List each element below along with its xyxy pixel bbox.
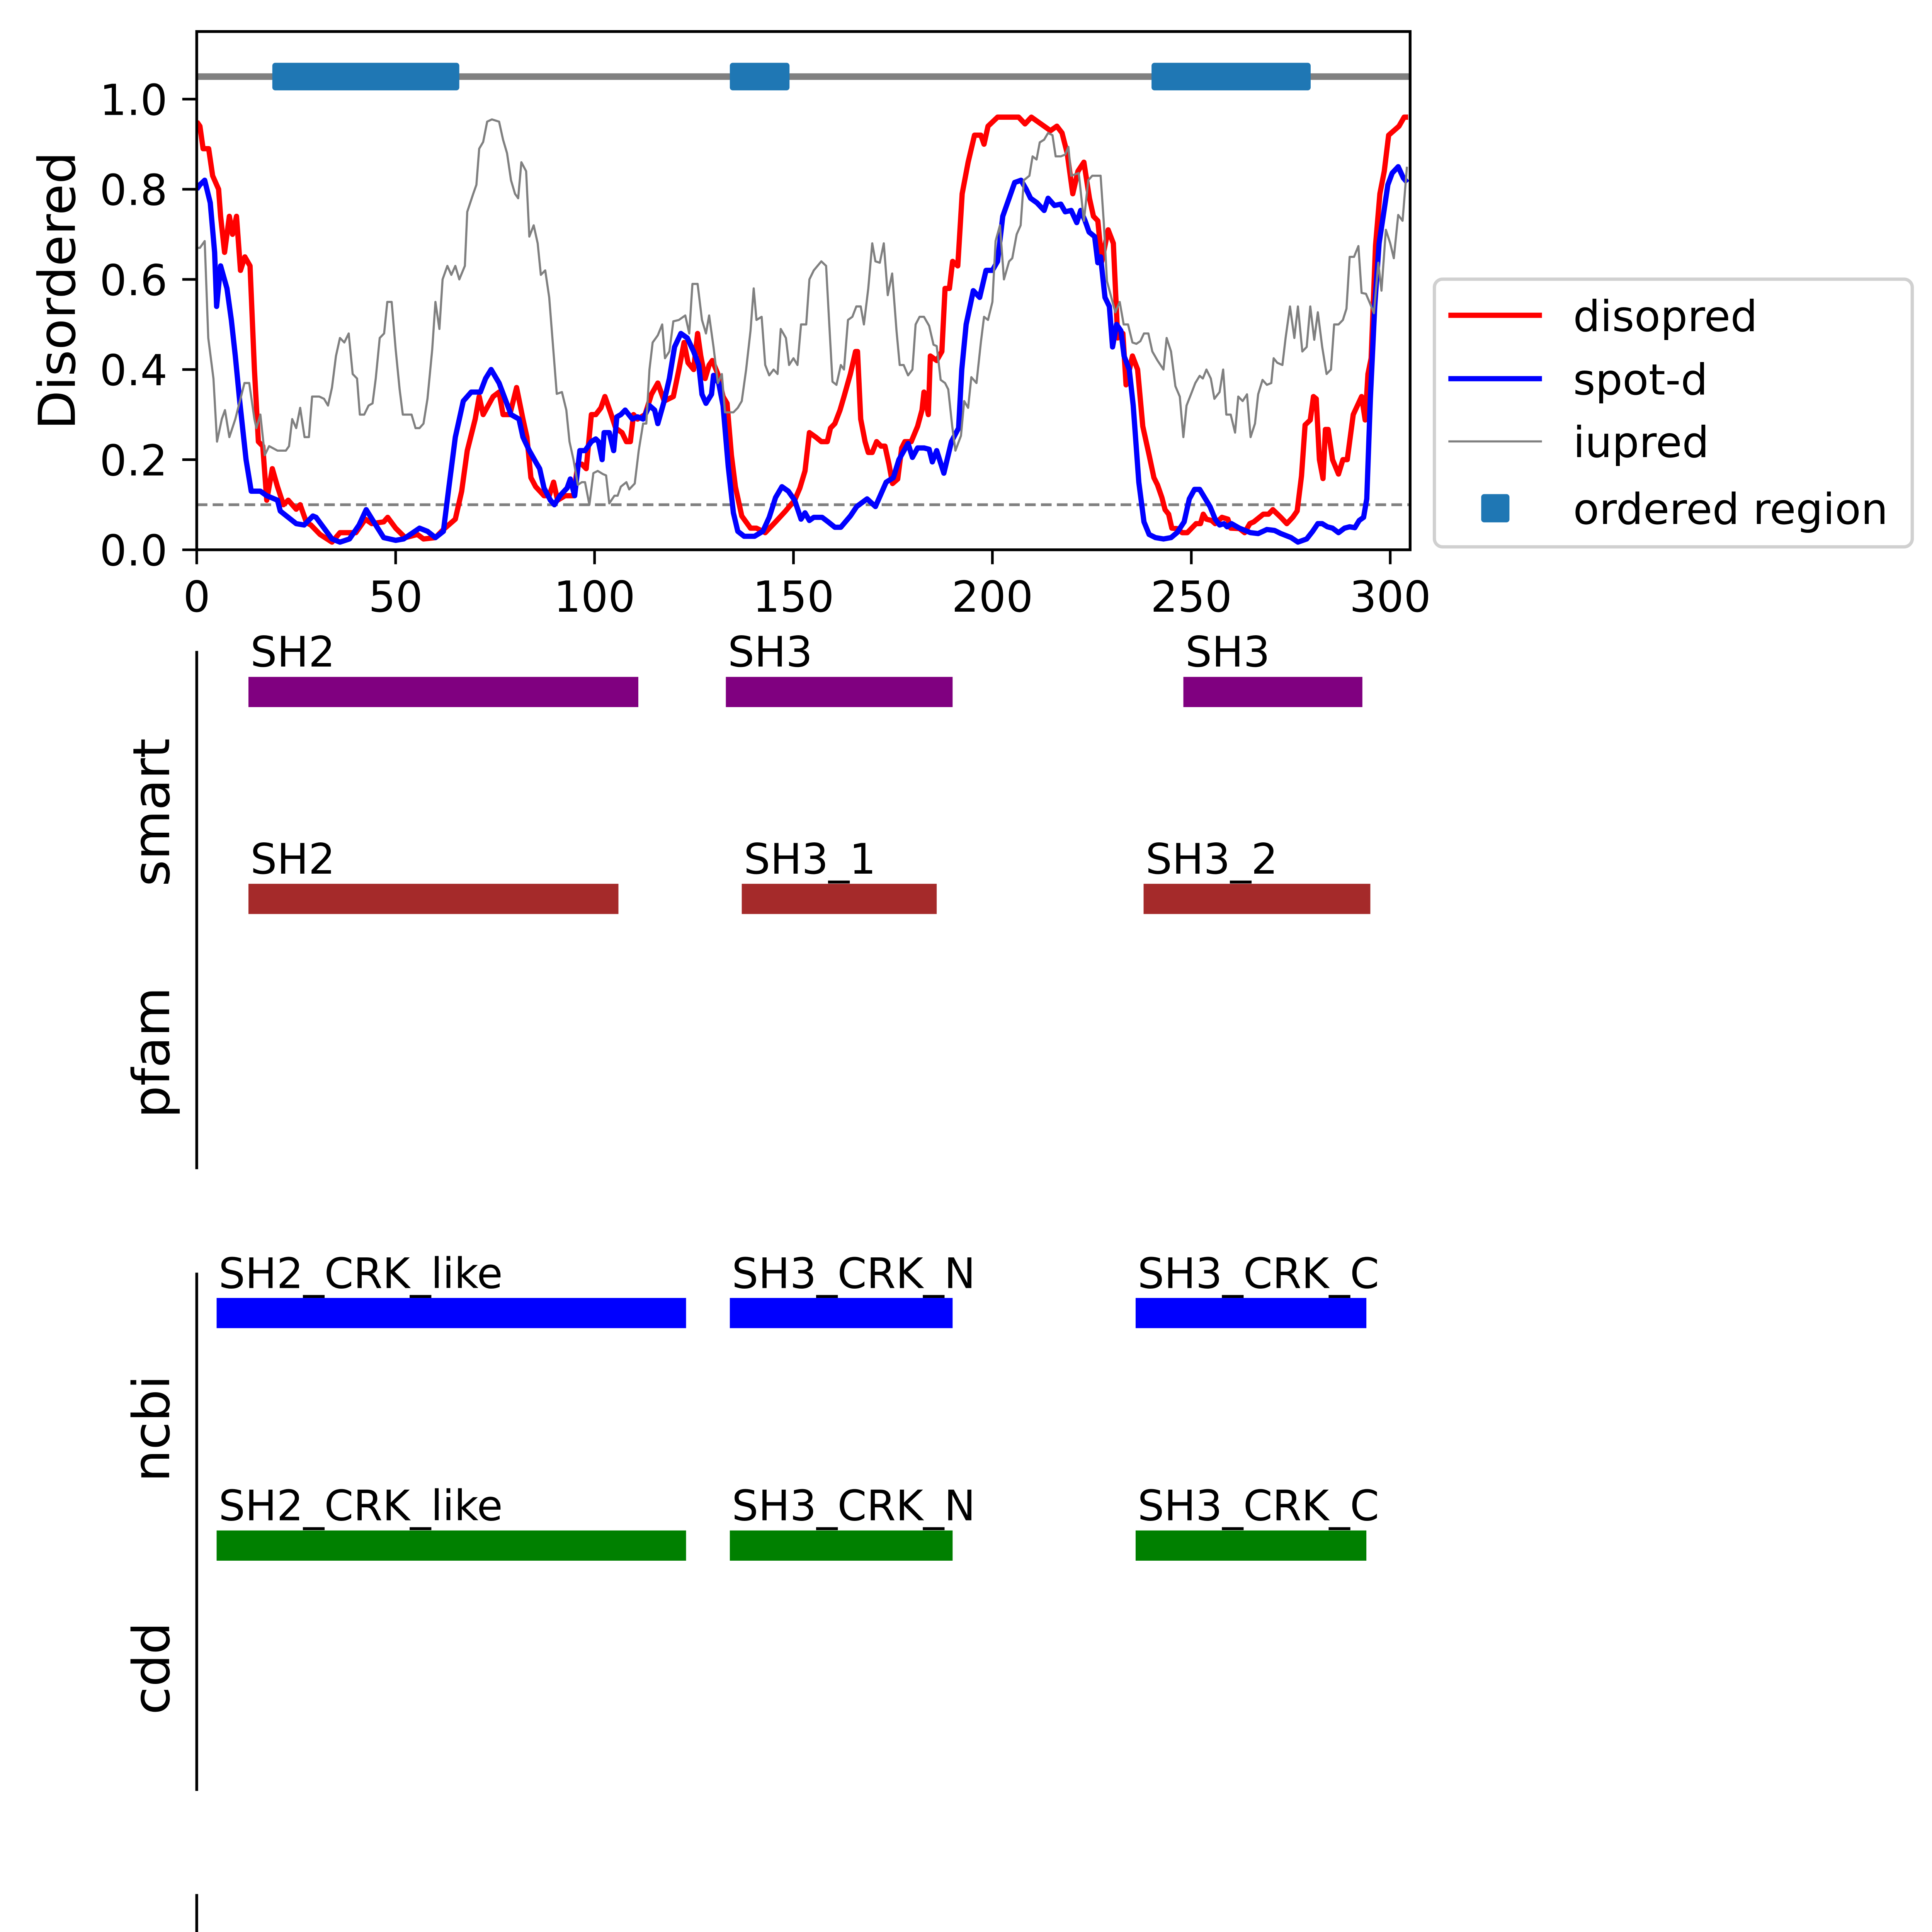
domain-label-pfam: SH3_1 <box>744 835 876 884</box>
ordered-region-bar <box>272 63 459 90</box>
domain-bar-smart <box>726 677 953 707</box>
smart-pfam-panel: smart SH2 SH3 SH3 pfam SH2 SH3_1 SH3_2 <box>122 628 1371 1169</box>
x-tick-label: 100 <box>554 572 635 622</box>
legend-frame <box>1432 277 1914 549</box>
series-line-spot-d <box>197 164 1410 545</box>
series-line-disopred <box>197 114 1408 545</box>
x-tick-label: 250 <box>1151 572 1232 622</box>
legend-entry: spot-d <box>1448 355 1708 405</box>
y-axis-label: Disordered <box>28 151 87 430</box>
ordered-region-bar <box>730 63 790 90</box>
domain-bar-pfam <box>1143 884 1371 914</box>
y-tick-label: 0.0 <box>100 526 168 576</box>
track-label-pfam: pfam <box>122 987 182 1118</box>
y-tick-label: 0.6 <box>100 256 168 306</box>
domain-bar-smart <box>1183 677 1362 707</box>
legend-label: disopred <box>1573 292 1757 342</box>
domain-bar-smart <box>248 677 638 707</box>
y-tick-label: 0.4 <box>100 346 168 396</box>
legend-label: spot-d <box>1573 355 1708 405</box>
domain-bar-cdd <box>730 1530 953 1561</box>
y-tick-label: 0.2 <box>100 436 168 486</box>
track-label-ncbi: ncbi <box>122 1375 182 1482</box>
domain-bar-pfam <box>248 884 619 914</box>
ordered-region-bar <box>1151 63 1311 90</box>
disorder-plot-area <box>197 63 1410 545</box>
domain-label-cdd: SH2_CRK_like <box>219 1481 503 1530</box>
legend-entry: iupred <box>1448 418 1709 468</box>
series-line-iupred <box>197 118 1408 506</box>
domain-label-cdd: SH3_CRK_C <box>1138 1481 1379 1530</box>
domain-label-cdd: SH3_CRK_N <box>732 1481 976 1530</box>
domain-bar-cdd <box>1135 1530 1367 1561</box>
legend-entry: ordered region <box>1481 485 1888 534</box>
disorder-panel: 0 50 100 150 200 250 300 0.0 0.2 0.4 0.6 0.8 1.0 Diso… <box>28 30 1914 622</box>
domain-bar-ncbi <box>216 1298 686 1328</box>
domain-label-smart: SH2 <box>250 628 335 677</box>
domain-bar-ncbi <box>1135 1298 1367 1328</box>
domain-bar-pfam <box>742 884 937 914</box>
legend-label: iupred <box>1573 418 1709 468</box>
x-tick-label: 150 <box>753 572 834 622</box>
domain-label-ncbi: SH2_CRK_like <box>219 1249 503 1298</box>
x-tick-label: 0 <box>183 572 210 622</box>
domain-label-smart: SH3 <box>728 628 813 677</box>
legend: disopred spot-d iupred ordered region <box>1432 277 1914 549</box>
x-tick-label: 50 <box>369 572 423 622</box>
domain-label-ncbi: SH3_CRK_N <box>732 1249 976 1298</box>
y-tick-label: 1.0 <box>100 75 168 125</box>
ss-nes-panel: HelixCoilSheet#2ExperimentalNES patterns… <box>195 1894 198 1932</box>
domain-label-pfam: SH3_2 <box>1146 835 1278 884</box>
legend-label: ordered region <box>1573 485 1888 534</box>
x-tick-label: 300 <box>1349 572 1431 622</box>
x-tick-label: 200 <box>952 572 1033 622</box>
domain-bar-ncbi <box>730 1298 953 1328</box>
disorder-axes-frame <box>195 30 1412 551</box>
y-tick-label: 0.8 <box>100 166 168 216</box>
domain-bar-cdd <box>216 1530 686 1561</box>
domain-label-ncbi: SH3_CRK_C <box>1138 1249 1379 1298</box>
domain-label-smart: SH3 <box>1185 628 1270 677</box>
legend-entry: disopred <box>1448 292 1758 342</box>
domain-label-pfam: SH2 <box>250 835 335 884</box>
track-label-cdd: cdd <box>122 1622 182 1715</box>
legend-marker-swatch <box>1481 494 1510 522</box>
track-label-smart: smart <box>122 738 182 887</box>
